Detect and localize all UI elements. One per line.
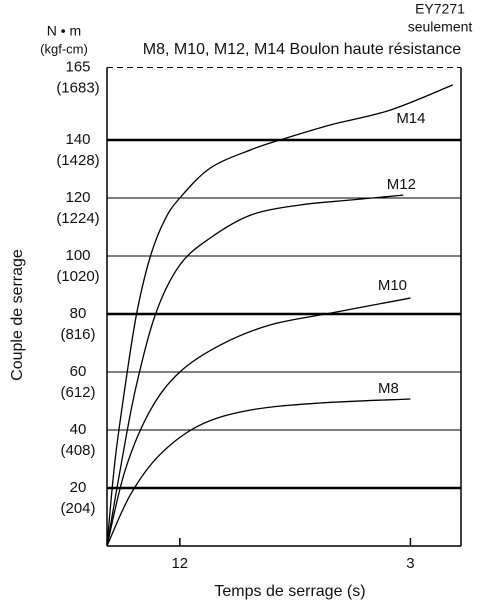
- y-tick-sublabel: (1428): [56, 152, 99, 169]
- y-tick-label: 80: [70, 305, 87, 322]
- y-tick-sublabel: (408): [60, 442, 95, 459]
- chart-title: M8, M10, M12, M14 Boulon haute résistanc…: [143, 41, 461, 58]
- model-note: seulement: [408, 19, 473, 35]
- y-tick-sublabel: (1020): [56, 268, 99, 285]
- series-label: M8: [378, 380, 399, 397]
- series-label: M14: [396, 110, 425, 127]
- curve: [106, 297, 411, 547]
- curve: [106, 84, 454, 547]
- x-axis-label: Temps de serrage (s): [214, 583, 365, 600]
- y-unit-alt: (kgf-cm): [40, 41, 88, 56]
- series-label: M10: [378, 277, 407, 294]
- series-label: M12: [387, 176, 416, 193]
- y-tick-label: 140: [65, 131, 90, 148]
- y-tick-sublabel: (1224): [56, 210, 99, 227]
- curve: [106, 398, 411, 547]
- y-axis-label: Couple de serrage: [9, 249, 26, 381]
- y-tick-sublabel: (612): [60, 384, 95, 401]
- y-tick-sublabel: (204): [60, 500, 95, 517]
- y-tick-label: 120: [65, 189, 90, 206]
- y-tick-label: 20: [70, 479, 87, 496]
- y-tick-sublabel: (1683): [56, 79, 99, 96]
- y-tick-sublabel: (816): [60, 326, 95, 343]
- curve: [106, 194, 404, 547]
- x-tick-label: 3: [406, 555, 414, 572]
- y-tick-label: 60: [70, 363, 87, 380]
- x-tick-label: 12: [171, 555, 188, 572]
- model: EY7271: [415, 1, 465, 17]
- y-unit: N • m: [47, 23, 81, 39]
- y-tick-label: 165: [65, 58, 90, 75]
- y-tick-label: 40: [70, 421, 87, 438]
- y-tick-label: 100: [65, 247, 90, 264]
